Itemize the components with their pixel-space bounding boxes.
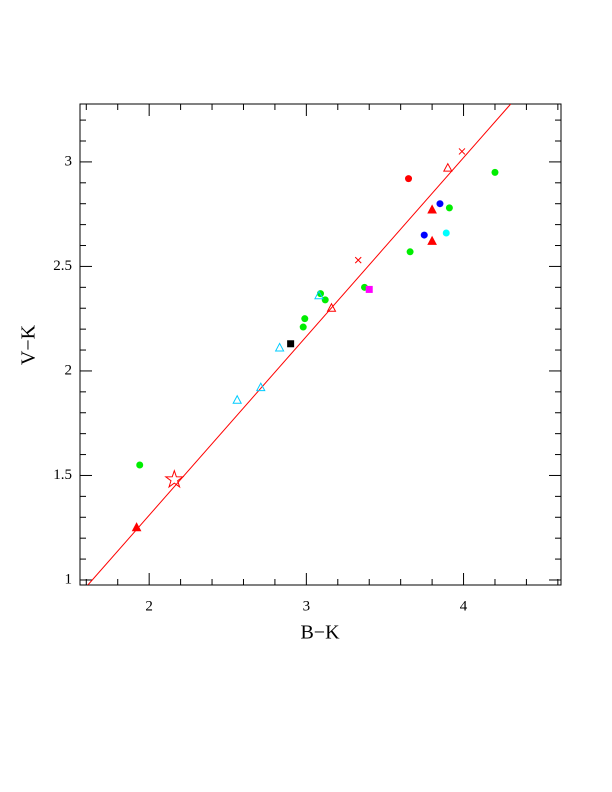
fit-line: [87, 104, 512, 585]
point: [405, 175, 413, 183]
point: [255, 382, 266, 392]
point: [287, 340, 295, 348]
point: [321, 296, 329, 304]
point: [131, 522, 142, 532]
point: [427, 235, 437, 245]
y-tick-label: 2: [65, 362, 73, 378]
point: [427, 204, 437, 214]
y-tick-label: 3: [65, 153, 73, 169]
point: [420, 231, 428, 239]
point: [232, 394, 243, 404]
point: [326, 302, 337, 312]
point: [442, 162, 453, 172]
x-tick-label: 2: [145, 598, 153, 614]
x-tick-label: 4: [460, 598, 468, 614]
y-axis-label: V−K: [18, 324, 40, 365]
point: [164, 469, 185, 489]
point: [442, 229, 450, 237]
point: [314, 290, 324, 300]
point: [445, 204, 453, 212]
point: [299, 323, 307, 331]
point: [354, 256, 362, 264]
point: [458, 148, 466, 155]
point: [436, 200, 444, 208]
point: [301, 315, 309, 323]
y-tick-label: 1: [65, 571, 73, 587]
point: [365, 285, 373, 293]
x-tick-label: 3: [303, 598, 311, 614]
point: [406, 248, 414, 256]
y-tick-label: 2.5: [53, 258, 72, 274]
y-tick-label: 1.5: [53, 467, 72, 483]
point: [136, 461, 144, 469]
plot-frame: [79, 103, 562, 586]
x-axis-label: B−K: [300, 622, 340, 644]
point: [491, 168, 499, 176]
point: [274, 342, 285, 352]
